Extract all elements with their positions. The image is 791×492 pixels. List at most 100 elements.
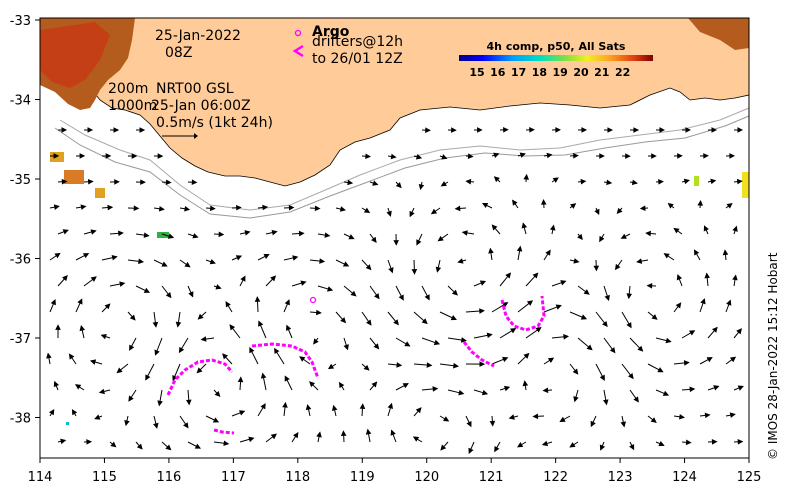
sst-patch-northwest-hot: [40, 22, 110, 88]
current-arrowhead: [426, 362, 433, 368]
colorbar-title: 4h comp, p50, All Sats: [487, 40, 626, 53]
current-arrowhead: [704, 272, 710, 279]
current-arrowhead: [460, 337, 467, 343]
current-arrowhead: [178, 346, 185, 354]
current-arrowhead: [319, 258, 326, 264]
current-arrowhead: [620, 233, 627, 239]
current-arrowhead: [214, 390, 221, 397]
current-arrowhead: [488, 247, 494, 254]
current-arrowhead: [327, 286, 334, 292]
current-arrowhead: [609, 347, 616, 354]
current-arrowhead: [172, 375, 178, 382]
current-arrowhead: [175, 321, 182, 328]
colorbar-ticks: 15 16 17 18 19 20 21 22: [469, 66, 630, 79]
current-arrowhead: [133, 205, 140, 212]
current-arrowhead: [468, 447, 474, 455]
current-arrowhead: [350, 290, 357, 297]
current-arrowhead: [79, 325, 86, 332]
current-arrowhead: [393, 319, 399, 326]
current-arrowhead: [504, 385, 511, 392]
current-arrowhead: [667, 202, 674, 209]
map-hour: 08Z: [165, 45, 193, 61]
current-arrowhead: [209, 205, 216, 212]
current-arrowhead: [89, 359, 97, 365]
current-arrowhead: [183, 422, 189, 429]
current-arrowhead: [372, 180, 379, 186]
current-arrowhead: [68, 353, 75, 360]
current-arrowhead: [390, 153, 397, 160]
colorbar-tick-label: 22: [615, 66, 630, 79]
current-arrowhead: [342, 261, 350, 267]
current-arrowhead: [604, 294, 610, 302]
current-arrowhead: [222, 353, 229, 360]
y-axis: -33 -34 -35 -36 -37 -38: [10, 14, 40, 427]
current-arrowhead: [529, 127, 535, 133]
current-arrowhead: [435, 266, 442, 273]
current-arrowhead: [491, 224, 498, 231]
drifter-track: [213, 428, 235, 435]
current-arrowhead: [145, 374, 151, 381]
current-arrowhead: [494, 445, 500, 453]
current-arrowhead: [60, 438, 67, 445]
current-arrowhead: [521, 222, 528, 229]
current-arrowhead: [729, 412, 736, 418]
current-arrowhead: [616, 207, 623, 214]
current-arrowhead: [105, 153, 112, 159]
sst-blob: [95, 188, 105, 198]
current-arrowhead: [82, 253, 90, 259]
current-arrowhead: [274, 347, 280, 355]
current-arrowhead: [651, 314, 658, 320]
current-arrowhead: [87, 127, 94, 133]
current-arrowhead: [645, 230, 652, 237]
current-arrowhead: [143, 232, 150, 238]
colorbar-tick-label: 16: [490, 66, 506, 79]
current-arrowhead: [131, 153, 138, 159]
current-arrowhead: [316, 431, 322, 438]
current-arrowhead: [229, 324, 236, 331]
current-arrowhead: [573, 152, 579, 159]
current-arrowhead: [363, 364, 370, 371]
current-arrowhead: [552, 177, 559, 183]
current-arrowhead: [249, 346, 255, 354]
current-arrowhead: [489, 420, 496, 427]
current-arrowhead: [90, 276, 97, 282]
scale-label: 0.5m/s (1kt 24h): [156, 115, 273, 131]
current-arrowhead: [314, 205, 321, 212]
current-arrowhead: [430, 208, 438, 215]
credit-label: © IMOS 28-Jan-2022 15:12 Hobart: [766, 252, 780, 460]
current-arrowhead: [71, 409, 78, 416]
current-arrowhead: [140, 179, 146, 185]
current-arrowhead: [90, 229, 97, 235]
current-arrowhead: [516, 245, 523, 252]
x-tick-label: 117: [221, 470, 246, 485]
current-arrowhead: [282, 401, 288, 408]
contour-label-200m: 200m: [108, 81, 149, 97]
current-arrowhead: [650, 417, 657, 423]
current-arrowhead: [55, 324, 61, 330]
x-axis: 114 115 116 117 118 119 120 121 122 123 124 125: [28, 458, 761, 485]
current-arrowhead: [61, 127, 68, 133]
x-tick-label: 124: [672, 470, 697, 485]
current-arrowhead: [386, 210, 392, 217]
current-arrowhead: [262, 204, 269, 211]
current-arrowhead: [107, 204, 114, 211]
current-arrowhead: [726, 202, 733, 209]
current-arrowhead: [248, 436, 255, 443]
current-arrowhead: [467, 153, 474, 159]
current-arrowhead: [502, 356, 509, 363]
current-arrowhead: [713, 385, 720, 391]
current-arrowhead: [298, 230, 305, 237]
current-arrowhead: [461, 230, 468, 236]
current-arrowhead: [371, 381, 378, 388]
drifter-track: [166, 358, 234, 396]
current-arrowhead: [493, 176, 500, 183]
colorbar-tick-label: 20: [573, 66, 589, 79]
current-arrowhead: [569, 442, 576, 448]
current-arrowhead: [453, 362, 459, 369]
current-arrowhead: [465, 178, 472, 185]
current-arrowhead: [425, 127, 431, 133]
current-arrowhead: [129, 344, 135, 351]
current-arrowhead: [113, 127, 120, 133]
current-arrowhead: [560, 280, 567, 286]
current-arrowhead: [519, 152, 526, 158]
